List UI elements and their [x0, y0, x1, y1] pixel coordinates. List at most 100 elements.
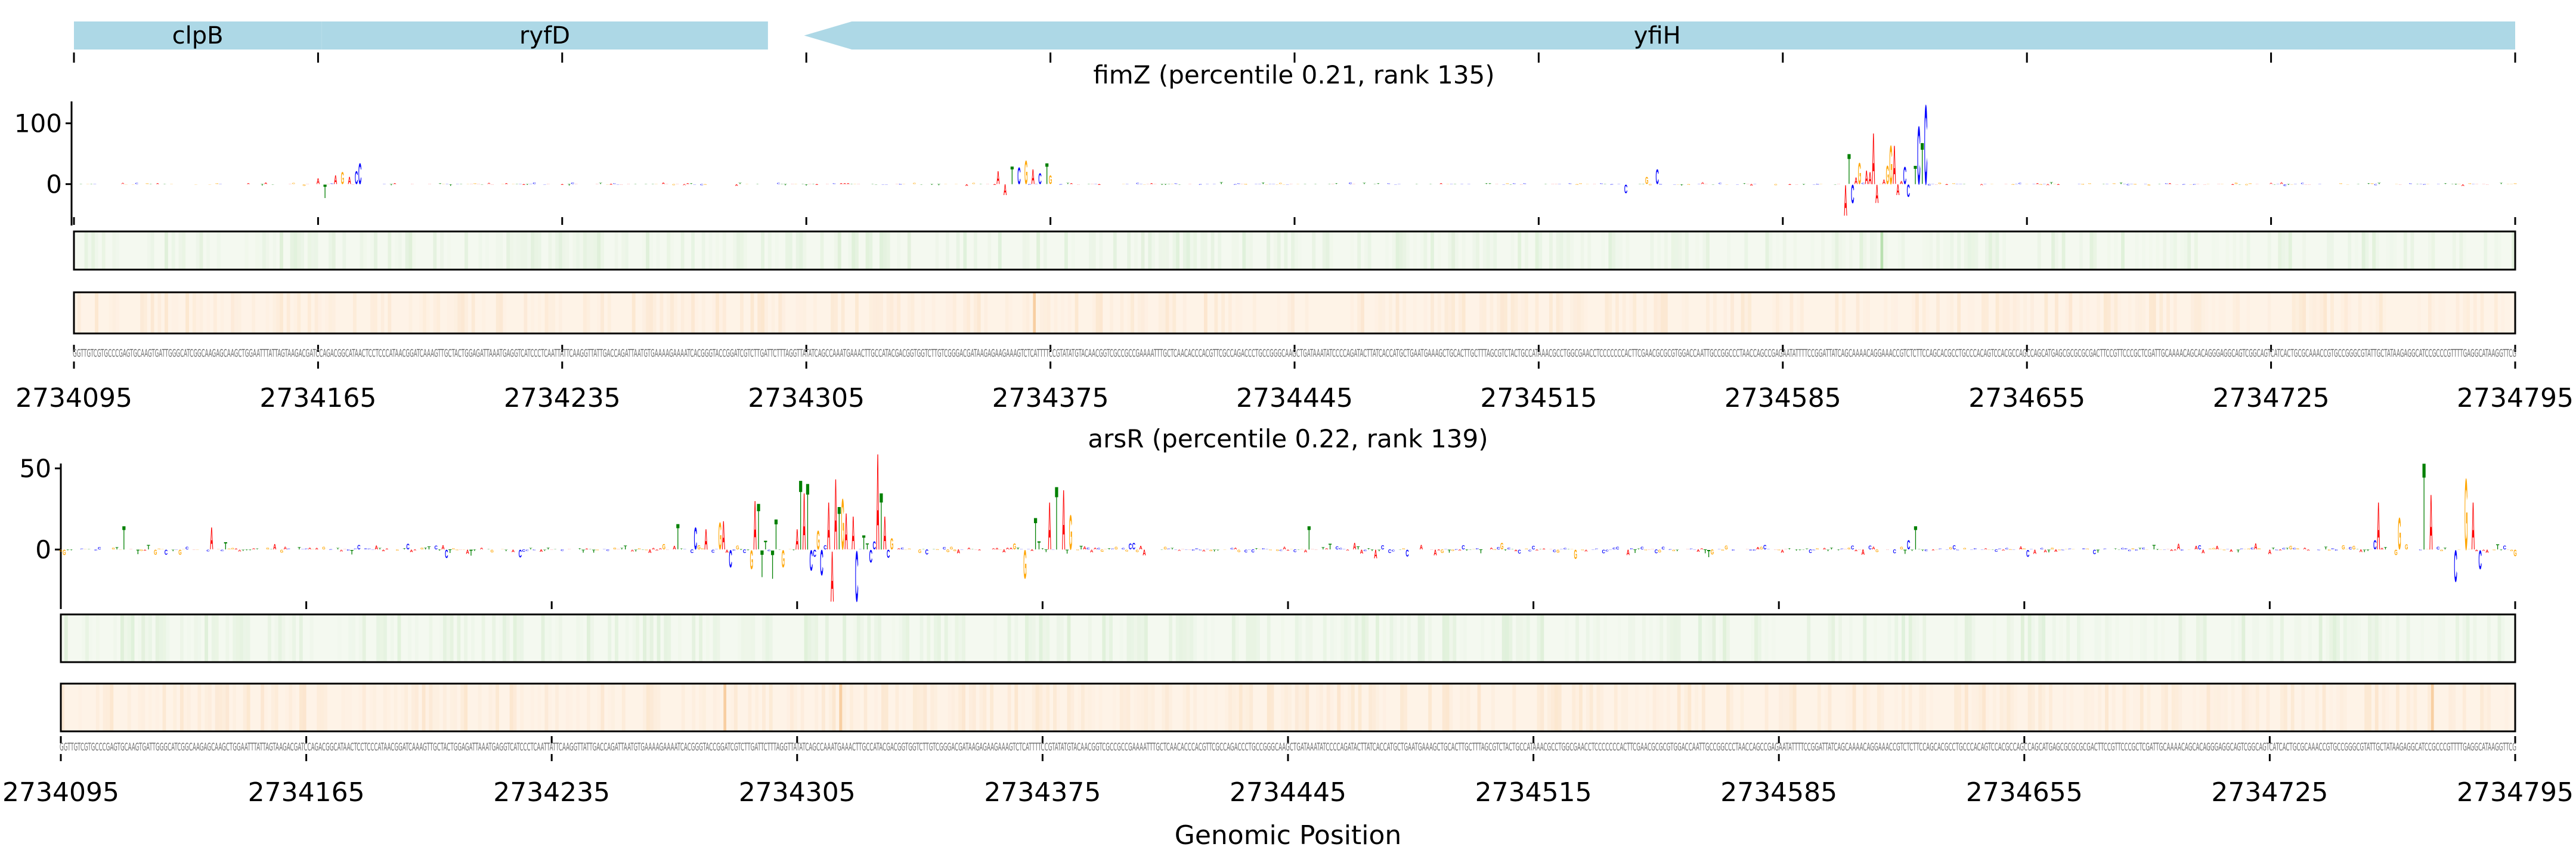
- logo-letter: A: [1900, 180, 1903, 186]
- green-track-cell: [1211, 614, 1215, 662]
- logo-letter: A: [754, 486, 757, 565]
- green-track-cell: [1462, 231, 1466, 270]
- green-track-cell: [1925, 231, 1930, 270]
- logo-letter: A: [1883, 178, 1885, 186]
- logo-letter: A: [1823, 548, 1826, 550]
- orange-track-cell: [408, 292, 413, 333]
- orange-track-cell: [116, 292, 120, 333]
- green-track-cell: [1706, 231, 1710, 270]
- logo-letter: A: [840, 184, 843, 185]
- orange-track-cell: [1423, 292, 1428, 333]
- orange-track-cell: [1078, 684, 1081, 731]
- logo-letter: G: [2398, 509, 2401, 560]
- orange-track-cell: [461, 292, 465, 333]
- logo-letter: C: [1532, 545, 1535, 551]
- green-track-cell: [255, 231, 259, 270]
- logo-letter: C: [357, 544, 361, 551]
- logo-letter: C: [1174, 183, 1177, 184]
- green-track-cell: [699, 614, 703, 662]
- green-track-cell: [537, 231, 541, 270]
- logo-letter: C: [1111, 549, 1114, 550]
- green-track-cell: [948, 614, 952, 662]
- orange-track-cell: [1605, 292, 1609, 333]
- orange-track-cell: [1866, 292, 1871, 333]
- logo-letter: T: [676, 518, 680, 558]
- orange-track-cell: [1081, 684, 1085, 731]
- logo-letter: A: [2054, 549, 2058, 553]
- orange-track-cell: [1368, 684, 1373, 731]
- green-track-cell: [138, 614, 142, 662]
- green-track-cell: [1056, 614, 1060, 662]
- green-track-cell: [1169, 614, 1172, 662]
- logo-letter: T: [1160, 549, 1164, 550]
- orange-track-cell: [1558, 684, 1562, 731]
- green-track-cell: [2238, 614, 2242, 662]
- y-tick-label: 100: [14, 109, 62, 138]
- green-track-cell: [1246, 614, 1250, 662]
- logo-letter: A: [1304, 549, 1307, 553]
- logo-letter: C: [364, 549, 367, 550]
- orange-track-cell: [231, 292, 235, 333]
- orange-track-cell: [597, 684, 601, 731]
- orange-track-cell: [1372, 684, 1376, 731]
- orange-track-cell: [1099, 292, 1103, 333]
- logo-letter: T: [1918, 549, 1921, 550]
- green-track-cell: [1682, 231, 1686, 270]
- green-track-cell: [834, 231, 838, 270]
- logo-letter: C: [960, 549, 964, 550]
- green-track-cell: [1158, 231, 1162, 270]
- orange-track-cell: [695, 292, 698, 333]
- orange-track-cell: [2006, 292, 2010, 333]
- green-track-cell: [1974, 231, 1979, 270]
- orange-track-cell: [1277, 292, 1281, 333]
- green-track-cell: [1333, 614, 1337, 662]
- logo-letter: G: [1886, 160, 1889, 190]
- logo-letter: A: [2174, 549, 2177, 551]
- orange-track-cell: [1249, 684, 1253, 731]
- logo-letter: C: [1816, 184, 1820, 185]
- logo-letter: A: [2462, 184, 2465, 187]
- green-track-cell: [2194, 231, 2198, 270]
- orange-track-cell: [1400, 684, 1404, 731]
- orange-track-cell: [106, 684, 110, 731]
- green-track-cell: [1088, 231, 1092, 270]
- green-track-cell: [1705, 614, 1709, 662]
- orange-track-cell: [1624, 684, 1628, 731]
- orange-track-cell: [771, 292, 775, 333]
- logo-letter: G: [2371, 184, 2374, 185]
- logo-letter: C: [1813, 184, 1816, 185]
- green-track-cell: [1382, 614, 1386, 662]
- logo-letter: C: [1736, 184, 1739, 185]
- logo-letter: A: [2168, 183, 2172, 184]
- logo-letter: C: [777, 183, 780, 184]
- logo-letter: G: [2058, 549, 2061, 551]
- logo-letter: C: [1038, 171, 1042, 188]
- green-track-cell: [442, 614, 447, 662]
- orange-track-cell: [2340, 292, 2345, 333]
- orange-track-cell: [155, 684, 159, 731]
- green-track-cell: [1656, 614, 1659, 662]
- orange-track-cell: [748, 684, 752, 731]
- green-track-cell: [2403, 231, 2407, 270]
- logo-letter: A: [374, 544, 377, 551]
- logo-letter: G: [1472, 549, 1476, 550]
- green-track-cell: [478, 231, 482, 270]
- green-track-cell: [1361, 614, 1366, 662]
- orange-track-cell: [1556, 292, 1560, 333]
- logo-letter: C: [1753, 549, 1755, 551]
- logo-letter: G: [1963, 548, 1966, 551]
- logo-letter: G: [462, 549, 466, 550]
- logo-letter: T: [1802, 184, 1806, 186]
- logo-letter: A: [2230, 549, 2233, 553]
- orange-track-cell: [769, 684, 773, 731]
- green-track-cell: [2452, 231, 2456, 270]
- x-tick-label: 2734515: [1480, 383, 1597, 413]
- green-track-cell: [1064, 231, 1068, 270]
- orange-track-cell: [2442, 292, 2446, 333]
- green-track-cell: [843, 614, 847, 662]
- orange-track-cell: [302, 684, 306, 731]
- logo-letter: T: [680, 549, 683, 550]
- green-track-cell: [225, 614, 230, 662]
